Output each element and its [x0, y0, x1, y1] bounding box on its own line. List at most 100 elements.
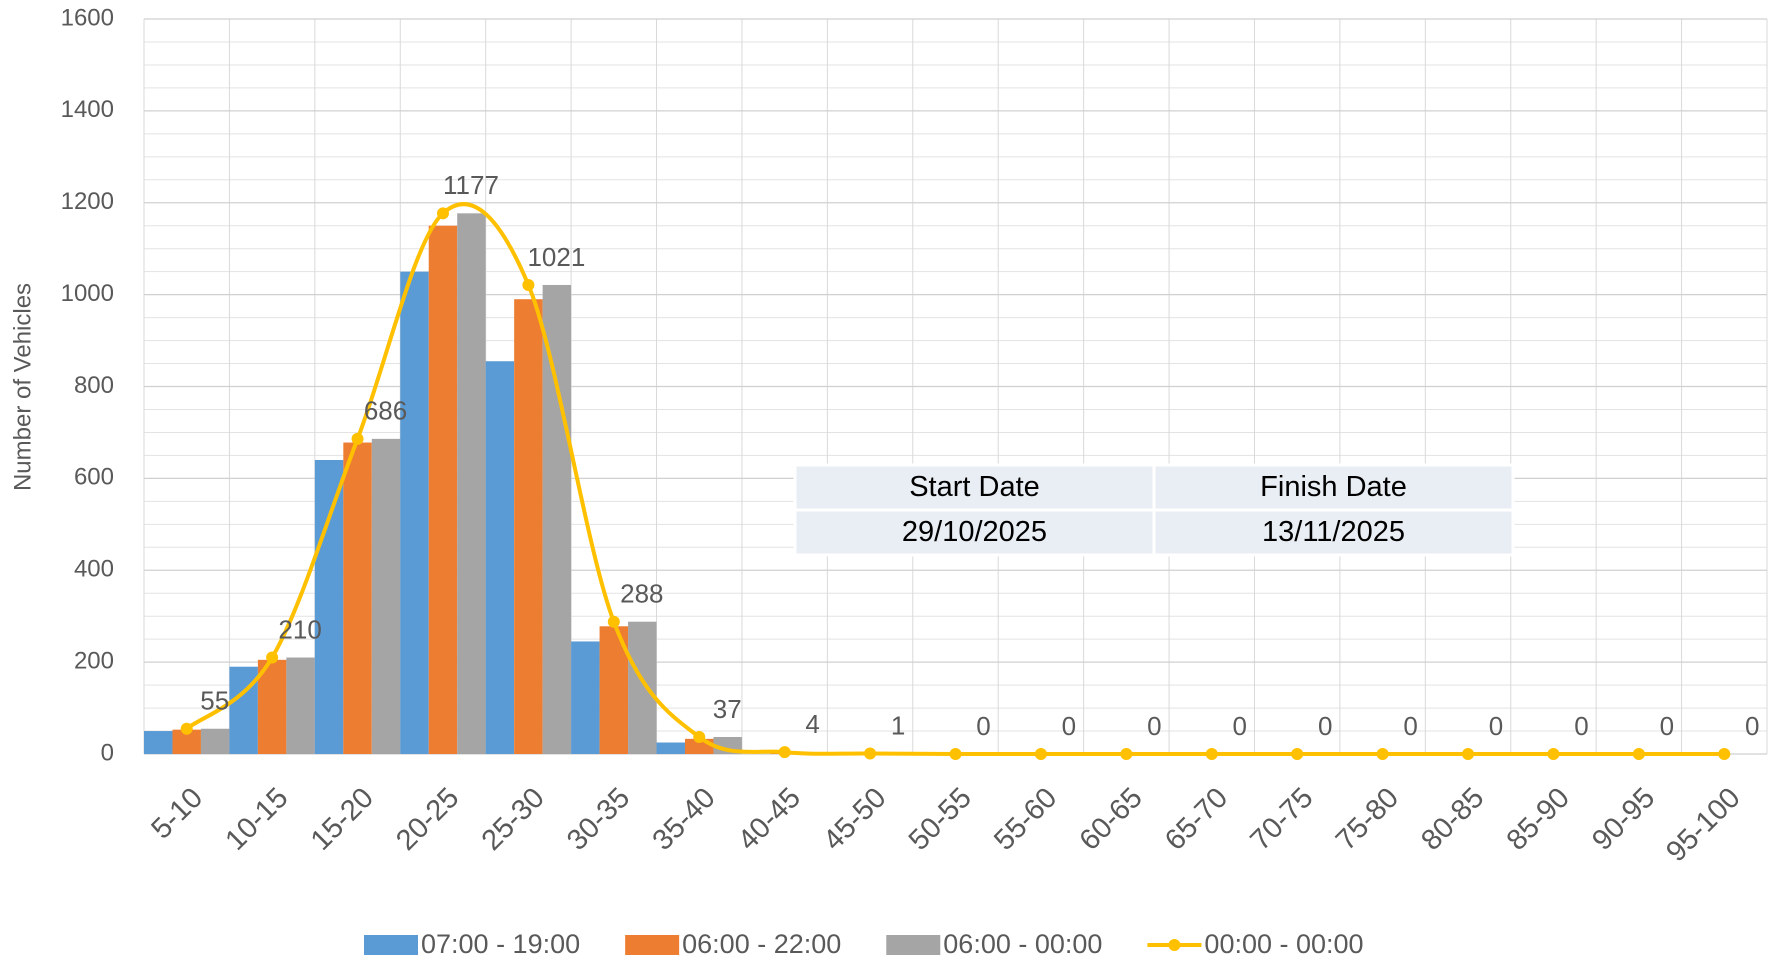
data-label: 686 [364, 396, 407, 426]
legend-swatch [364, 935, 418, 955]
data-label: 1 [891, 710, 905, 740]
legend-swatch [886, 935, 941, 955]
y-tick-label: 0 [101, 739, 114, 766]
bar [144, 731, 173, 754]
line-marker [1034, 748, 1047, 760]
data-label: 4 [805, 709, 819, 739]
x-tick-label: 25-30 [476, 782, 551, 857]
line-marker [1632, 748, 1645, 760]
y-tick-label: 200 [74, 647, 114, 674]
x-tick-label: 85-90 [1501, 782, 1576, 857]
table-cell [1152, 508, 1515, 557]
data-label: 0 [1660, 711, 1674, 741]
x-tick-label: 30-35 [561, 782, 636, 857]
line-marker [949, 748, 962, 760]
legend-label: 07:00 - 19:00 [421, 929, 580, 959]
bar [571, 641, 600, 754]
data-label: 0 [976, 711, 990, 741]
x-tick-label: 95-100 [1660, 782, 1746, 868]
data-label: 0 [1318, 711, 1332, 741]
x-tick-label: 35-40 [647, 782, 722, 857]
data-label: 0 [1745, 711, 1759, 741]
y-tick-label: 600 [74, 464, 114, 491]
bar [656, 742, 685, 754]
x-tick-label: 70-75 [1244, 782, 1319, 857]
line-marker [266, 651, 279, 664]
legend-swatch [625, 935, 680, 955]
info-table: Start Date 29/10/2025 Finish Date 13/11/202… [793, 463, 1515, 557]
legend-label: 06:00 - 00:00 [943, 929, 1102, 959]
line-marker [351, 432, 364, 445]
y-tick-label: 1600 [61, 4, 114, 31]
data-label: 288 [620, 579, 663, 609]
data-label: 0 [1489, 711, 1503, 741]
x-tick-label: 40-45 [732, 782, 807, 857]
x-tick-label: 65-70 [1159, 782, 1234, 857]
y-tick-label: 400 [74, 556, 114, 583]
legend-label: 06:00 - 22:00 [682, 929, 841, 959]
line-marker [522, 278, 535, 291]
bar [371, 438, 401, 754]
x-tick-label: 60-65 [1074, 782, 1149, 857]
y-tick-label: 1200 [61, 188, 114, 215]
y-tick-label: 800 [74, 372, 114, 399]
table-text: 29/10/2025 [902, 516, 1047, 548]
table-text: Start Date [909, 471, 1040, 503]
bar [400, 271, 429, 754]
bar [257, 659, 287, 754]
bar [542, 284, 572, 754]
line-marker [607, 615, 620, 628]
line-marker [778, 746, 791, 759]
x-tick-label: 55-60 [988, 782, 1063, 857]
x-tick-label: 45-50 [817, 782, 892, 857]
line-marker [1462, 748, 1475, 760]
line-marker [180, 722, 193, 735]
bar [314, 460, 344, 754]
y-axis-label: Number of Vehicles [9, 283, 36, 491]
line [185, 202, 1725, 757]
y-tick-label: 1000 [61, 280, 114, 307]
line-marker [864, 747, 877, 760]
table-text: Finish Date [1260, 471, 1407, 503]
bar [514, 299, 543, 754]
bar [343, 442, 372, 754]
data-label: 0 [1574, 711, 1588, 741]
table-text: 13/11/2025 [1262, 516, 1405, 548]
data-label: 1177 [443, 170, 499, 200]
legend: 07:00 - 19:00 06:00 - 22:00 06:00 - 00:00 0… [364, 929, 1364, 959]
line-marker [1205, 748, 1218, 760]
legend-swatch-marker [1168, 939, 1181, 951]
x-tick-label: 80-85 [1415, 782, 1490, 857]
line-marker [1291, 748, 1304, 760]
line-marker [1718, 748, 1731, 760]
x-tick-label: 20-25 [390, 782, 465, 857]
bar [286, 657, 315, 754]
y-tick-label: 1400 [61, 96, 114, 123]
bar [457, 213, 486, 755]
line-marker [1120, 748, 1133, 760]
data-label: 0 [1062, 711, 1076, 741]
data-label: 1021 [527, 242, 585, 272]
table-cell [793, 508, 1156, 557]
bar [428, 225, 458, 754]
table-cell [793, 463, 1156, 512]
x-tick-label: 15-20 [305, 782, 380, 857]
data-label: 0 [1233, 711, 1247, 741]
x-tick-label: 90-95 [1586, 782, 1661, 857]
line-marker [1376, 748, 1389, 760]
line-marker [1547, 748, 1560, 760]
data-label: 0 [1147, 711, 1161, 741]
x-tick-label: 50-55 [903, 782, 978, 857]
bar [628, 621, 657, 754]
bar [200, 728, 230, 754]
x-tick-label: 10-15 [219, 782, 294, 857]
line-marker [436, 207, 449, 220]
bar [485, 361, 515, 754]
x-tick-label: 5-10 [145, 782, 209, 846]
legend-label: 00:00 - 00:00 [1204, 929, 1363, 959]
data-label: 0 [1403, 711, 1417, 741]
line-marker [693, 731, 706, 744]
x-tick-label: 75-80 [1330, 782, 1405, 857]
data-label: 210 [278, 614, 321, 644]
